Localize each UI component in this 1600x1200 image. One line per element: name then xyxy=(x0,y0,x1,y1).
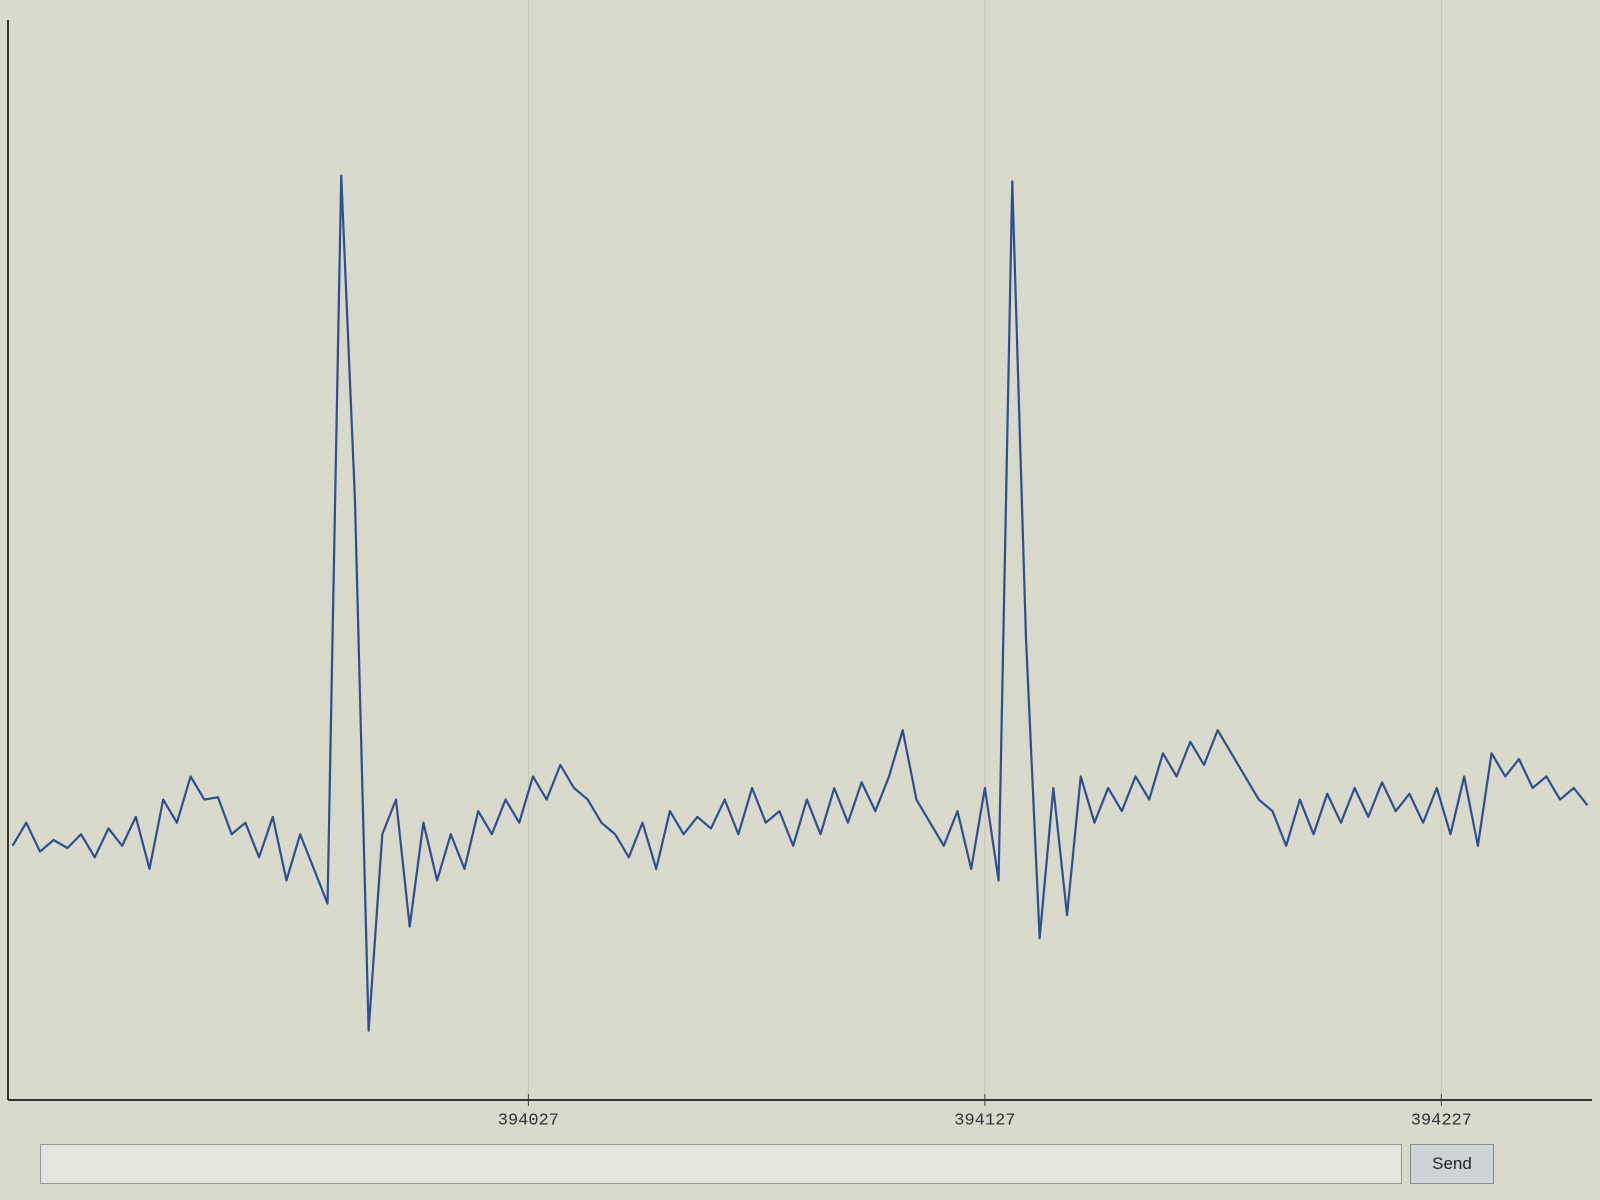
x-tick-label: 394127 xyxy=(954,1111,1015,1130)
serial-input[interactable] xyxy=(40,1144,1402,1184)
send-button[interactable]: Send xyxy=(1410,1144,1494,1184)
x-tick-label: 394227 xyxy=(1411,1111,1472,1130)
x-tick-label: 394027 xyxy=(498,1111,559,1130)
series-line xyxy=(11,174,1589,1032)
chart: 394027 394127 394227 xyxy=(7,0,1592,1130)
